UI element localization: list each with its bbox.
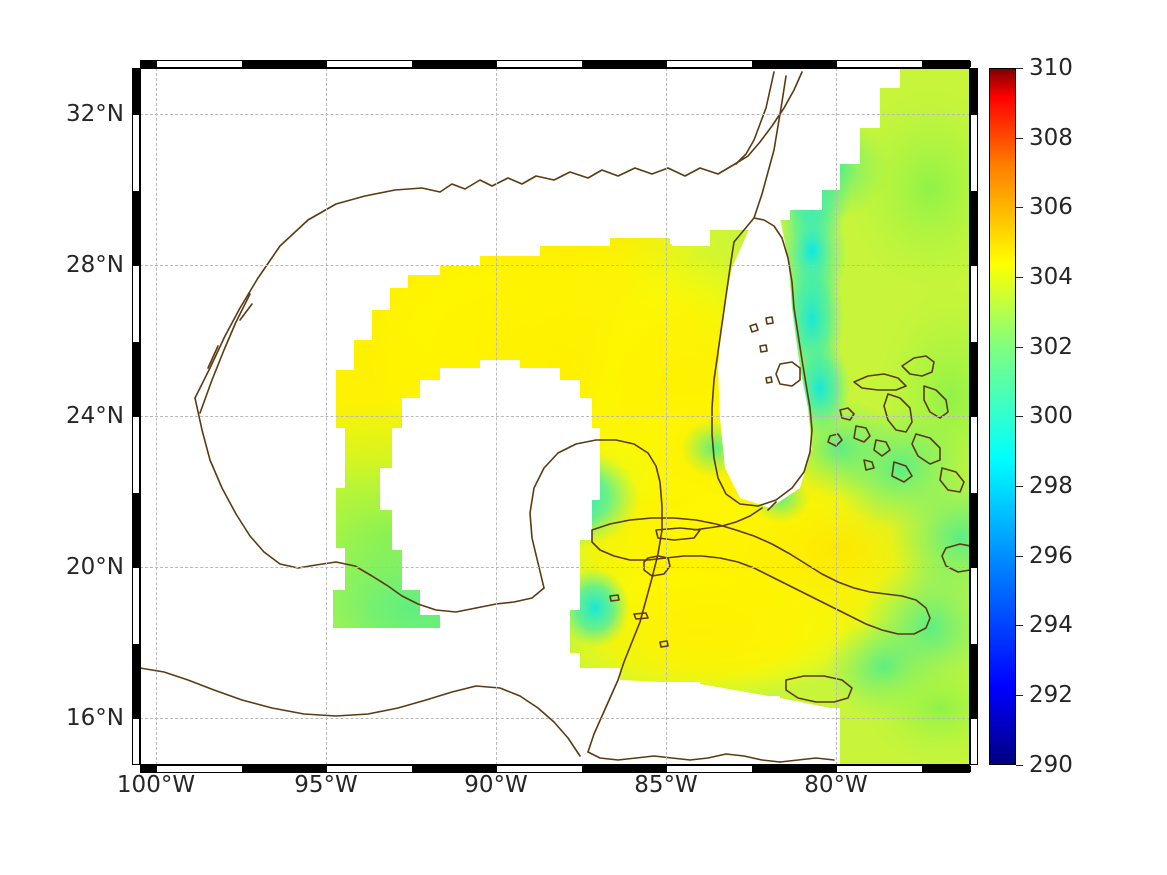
colorbar-label-302: 302 xyxy=(1029,334,1073,360)
colorbar-tick-302 xyxy=(1016,347,1023,348)
map-frame-right xyxy=(970,68,978,765)
colorbar-tick-306 xyxy=(1016,207,1023,208)
colorbar-label-298: 298 xyxy=(1029,473,1073,499)
map-frame-top xyxy=(140,60,971,68)
xtick-label-85w: 85°W xyxy=(634,772,698,798)
colorbar-label-310: 310 xyxy=(1029,55,1073,81)
colorbar-label-304: 304 xyxy=(1029,264,1073,290)
ytick-label-28n: 28°N xyxy=(66,252,124,278)
colorbar-tick-300 xyxy=(1016,416,1023,417)
colorbar-tick-290 xyxy=(1016,765,1023,766)
map-frame-bottom xyxy=(140,765,971,773)
colorbar-tick-296 xyxy=(1016,556,1023,557)
map-data-layer xyxy=(140,68,970,765)
colorbar-label-296: 296 xyxy=(1029,543,1073,569)
colorbar-label-300: 300 xyxy=(1029,403,1073,429)
xtick-label-80w: 80°W xyxy=(804,772,868,798)
colorbar-tick-304 xyxy=(1016,277,1023,278)
ytick-label-32n: 32°N xyxy=(66,101,124,127)
ytick-label-16n: 16°N xyxy=(66,705,124,731)
colorbar-tick-310 xyxy=(1016,68,1023,69)
colorbar-tick-308 xyxy=(1016,138,1023,139)
colorbar-tick-294 xyxy=(1016,625,1023,626)
coastlines xyxy=(140,71,970,763)
xtick-label-100w: 100°W xyxy=(116,772,196,798)
colorbar-tick-298 xyxy=(1016,486,1023,487)
colorbar-gradient xyxy=(989,68,1016,765)
ytick-label-24n: 24°N xyxy=(66,403,124,429)
colorbar-label-294: 294 xyxy=(1029,612,1073,638)
colorbar-label-290: 290 xyxy=(1029,752,1073,778)
map-axes[interactable] xyxy=(140,68,970,765)
colorbar-label-308: 308 xyxy=(1029,125,1073,151)
colorbar-tick-292 xyxy=(1016,695,1023,696)
colorbar-label-292: 292 xyxy=(1029,682,1073,708)
xtick-label-95w: 95°W xyxy=(294,772,358,798)
colorbar-label-306: 306 xyxy=(1029,194,1073,220)
colorbar[interactable]: 310 308 306 304 302 300 298 296 294 292 … xyxy=(989,55,1073,778)
ytick-label-20n: 20°N xyxy=(66,554,124,580)
map-frame-left xyxy=(132,68,140,765)
xtick-label-90w: 90°W xyxy=(464,772,528,798)
